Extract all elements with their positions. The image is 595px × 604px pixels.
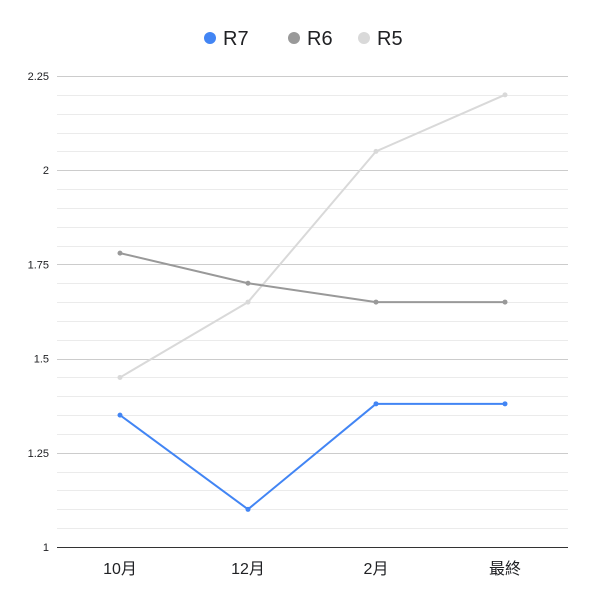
y-tick-label: 1.75 bbox=[28, 259, 49, 271]
data-point-r5 bbox=[245, 299, 251, 305]
data-point-r6 bbox=[373, 299, 379, 305]
axis-layer: 1 1.25 1.5 1.75 2 2.25 10月 12月 2月 最終 bbox=[28, 71, 568, 578]
data-point-r6 bbox=[117, 250, 123, 256]
legend[interactable]: R7 R6 R5 bbox=[204, 28, 403, 50]
data-point-r6 bbox=[502, 299, 508, 305]
x-tick-label: 2月 bbox=[364, 561, 389, 578]
legend-marker-r6 bbox=[288, 32, 300, 44]
legend-marker-r7 bbox=[204, 32, 216, 44]
series-r6 bbox=[117, 250, 508, 305]
data-point-r7 bbox=[117, 412, 123, 418]
legend-label-r5: R5 bbox=[377, 28, 403, 50]
series-line-r5 bbox=[119, 93, 506, 379]
legend-label-r7: R7 bbox=[223, 28, 249, 50]
y-tick-label: 2 bbox=[43, 165, 49, 177]
y-tick-label: 2.25 bbox=[28, 71, 49, 83]
x-tick-label: 10月 bbox=[103, 561, 137, 578]
series-line-r7 bbox=[119, 402, 505, 511]
y-tick-label: 1.5 bbox=[34, 354, 49, 366]
series-layer bbox=[117, 92, 508, 512]
grid-layer bbox=[57, 76, 568, 548]
y-tick-label: 1 bbox=[43, 542, 49, 554]
series-r7 bbox=[117, 401, 508, 512]
data-point-r5 bbox=[117, 374, 123, 380]
x-tick-label: 12月 bbox=[231, 561, 265, 578]
data-point-r6 bbox=[245, 280, 251, 286]
legend-label-r6: R6 bbox=[307, 28, 333, 50]
series-r5 bbox=[117, 92, 508, 380]
data-point-r7 bbox=[245, 506, 251, 512]
data-point-r5 bbox=[502, 92, 508, 98]
legend-item-r6[interactable]: R6 bbox=[288, 28, 333, 50]
data-point-r7 bbox=[373, 401, 379, 407]
legend-marker-r5 bbox=[358, 32, 370, 44]
data-point-r7 bbox=[502, 401, 508, 407]
x-tick-label: 最終 bbox=[489, 560, 521, 578]
y-tick-label: 1.25 bbox=[28, 448, 49, 460]
legend-item-r7[interactable]: R7 bbox=[204, 28, 249, 50]
legend-item-r5[interactable]: R5 bbox=[358, 28, 403, 50]
series-line-r6 bbox=[119, 252, 505, 304]
data-point-r5 bbox=[373, 148, 379, 154]
